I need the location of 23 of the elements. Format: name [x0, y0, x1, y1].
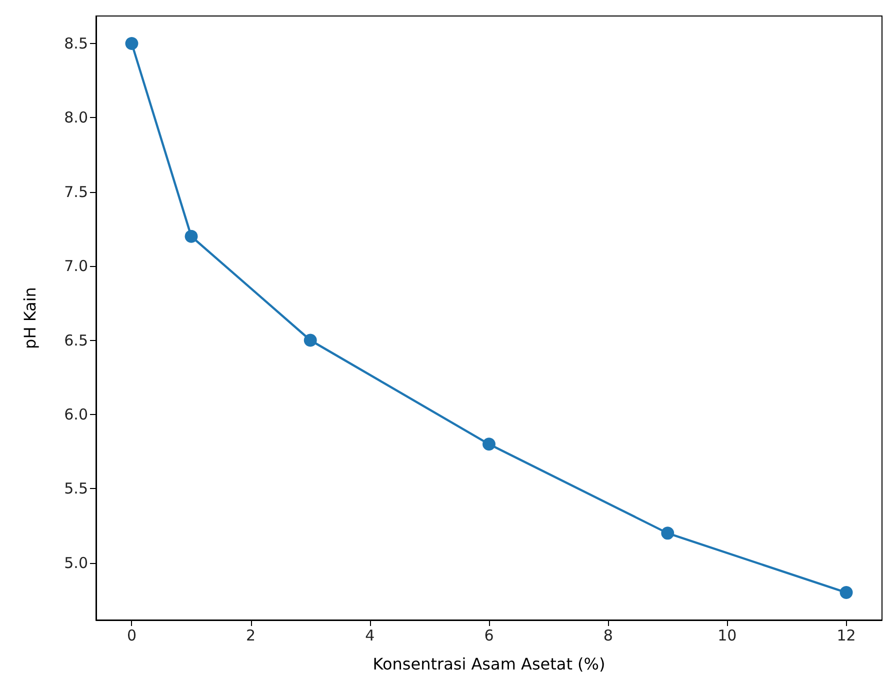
x-tick-label: 10 — [718, 626, 737, 644]
y-tick-label: 8.5 — [64, 34, 88, 52]
x-tick-label: 6 — [484, 626, 494, 644]
y-tick-label: 7.0 — [64, 257, 88, 276]
point — [125, 36, 138, 50]
point — [184, 230, 198, 243]
y-tick-label: 8.0 — [64, 108, 88, 127]
y-tick-label: 7.5 — [64, 182, 88, 201]
y-tick-label: 5.0 — [64, 554, 88, 572]
y-tick-label: 6.0 — [64, 405, 88, 424]
x-tick-label: 8 — [603, 626, 613, 644]
point — [482, 438, 496, 451]
point — [304, 334, 317, 347]
x-tick-label: 12 — [836, 626, 856, 644]
y-tick-label: 6.5 — [64, 331, 88, 350]
point — [661, 526, 674, 540]
x-tick-label: 2 — [246, 626, 256, 644]
point — [840, 586, 853, 600]
x-tick-label: 0 — [126, 626, 136, 644]
x-axis-title: Konsentrasi Asam Asetat (%) — [372, 654, 606, 674]
y-tick-label: 5.5 — [64, 480, 88, 498]
y-axis-title: pH Kain — [20, 287, 40, 349]
x-tick-label: 4 — [365, 626, 375, 644]
